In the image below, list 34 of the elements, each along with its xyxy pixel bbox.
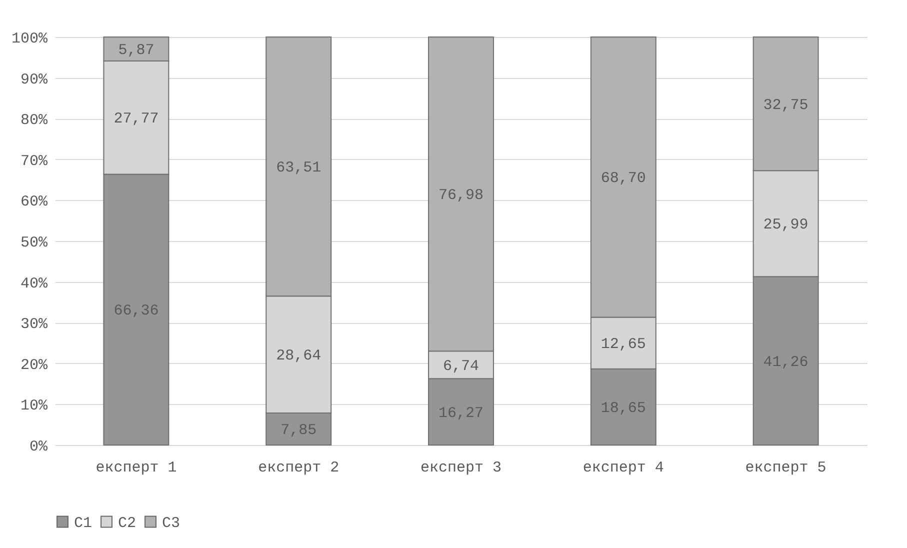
legend-label: C1 bbox=[74, 514, 92, 532]
y-tick-label: 60% bbox=[20, 194, 48, 211]
y-tick-label: 0% bbox=[29, 438, 48, 456]
data-label: 63,51 bbox=[276, 160, 322, 177]
data-label: 32,75 bbox=[763, 96, 808, 114]
data-label: 16,27 bbox=[438, 404, 484, 422]
data-label: 76,98 bbox=[438, 187, 484, 204]
data-label: 66,36 bbox=[114, 302, 159, 320]
data-label: 27,77 bbox=[114, 110, 159, 128]
data-label: 18,65 bbox=[600, 400, 646, 417]
data-label: 12,65 bbox=[600, 336, 646, 354]
y-tick-label: 100% bbox=[11, 30, 48, 48]
data-label: 25,99 bbox=[763, 216, 808, 234]
legend-label: C3 bbox=[162, 514, 180, 532]
y-tick-label: 90% bbox=[20, 71, 48, 88]
y-tick-label: 50% bbox=[20, 234, 48, 252]
data-label: 68,70 bbox=[600, 170, 646, 188]
x-tick-label: експерт 5 bbox=[745, 460, 826, 476]
y-tick-label: 80% bbox=[20, 112, 48, 130]
data-label: 5,87 bbox=[118, 42, 154, 59]
data-label: 7,85 bbox=[280, 422, 317, 439]
legend-label: C2 bbox=[118, 514, 136, 532]
data-label: 41,26 bbox=[763, 354, 808, 371]
y-tick-label: 70% bbox=[20, 152, 48, 170]
x-tick-label: експерт 3 bbox=[420, 460, 502, 476]
data-label: 6,74 bbox=[442, 358, 480, 375]
y-tick-label: 10% bbox=[20, 398, 48, 415]
y-tick-label: 30% bbox=[20, 316, 48, 334]
y-tick-label: 40% bbox=[20, 275, 48, 292]
y-tick-label: 20% bbox=[20, 356, 48, 374]
x-tick-label: експерт 1 bbox=[96, 460, 177, 476]
x-tick-label: експерт 2 bbox=[258, 460, 340, 476]
data-label: 28,64 bbox=[276, 348, 322, 365]
x-tick-label: експерт 4 bbox=[582, 460, 664, 476]
